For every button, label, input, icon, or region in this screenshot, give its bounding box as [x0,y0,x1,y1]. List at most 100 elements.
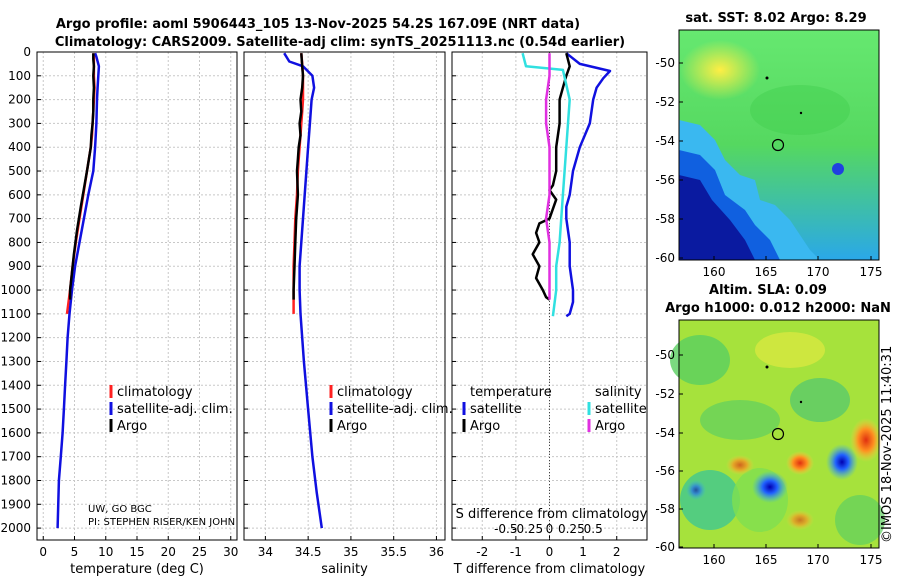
difference-panel: -2 -1 0 1 2 -0.5-0.25 0 0.250.5S difference fro… [451,51,648,577]
sla-patch [700,400,780,440]
y-tick-label: 200 [8,93,31,107]
salinity-legend: climatology satellite-adj. clim. Argo [329,385,453,434]
island-marker [799,111,803,115]
legend-satellite: satellite-adj. clim. [337,402,453,417]
series-t-argo [531,52,571,301]
x-axis-label: T difference from climatology [453,562,646,577]
s-tick-label: -0.25 [512,522,543,536]
legend-temperature-title: temperature [470,385,552,400]
sla-patch [790,378,850,422]
legend-satellite: satellite-adj. clim. [117,402,233,417]
map-y-tick-label: -60 [655,540,675,554]
map-y-tick-label: -56 [655,173,675,187]
sst-warm-patch [680,40,760,100]
sla-cold-eddy [686,480,706,500]
x-tick-label: 10 [98,545,113,559]
x-tick-label: 35 [343,545,358,559]
plot-frame [451,51,648,541]
s-tick-label: 0.25 [558,522,585,536]
legend-climatology: climatology [337,385,413,400]
map-x-tick-label: 175 [860,553,883,567]
sst-cold-spot [832,163,844,175]
map-y-tick-label: -52 [655,95,675,109]
temperature-panel: 0100200300400500600700800900100011001200… [0,45,238,577]
header-line2: Climatology: CARS2009. Satellite-adj cli… [55,35,625,50]
temperature-legend: climatology satellite-adj. clim. Argo [109,385,233,434]
legend-salinity-title: salinity [595,385,642,400]
y-tick-label: 2000 [0,521,31,535]
sla-frame [678,319,880,549]
series-s-argo [544,53,551,300]
plot-frame [36,51,238,541]
map-x-tick-label: 170 [807,553,830,567]
map-y-tick-label: -58 [655,502,675,516]
x-tick-label: -1 [510,545,522,559]
y-tick-label: 400 [8,140,31,154]
map-x-tick-label: 160 [703,265,726,279]
map-x-tick-label: 165 [755,553,778,567]
sla-map-title: Altim. SLA: 0.09 [709,283,827,298]
map-x-tick-label: 160 [703,553,726,567]
sla-map: Altim. SLA: 0.09 Argo h1000: 0.012 h2000… [655,283,890,567]
credit-line1: UW, GO BGC [88,504,152,515]
y-tick-label: 800 [8,235,31,249]
header-line1: Argo profile: aoml 5906443_105 13-Nov-20… [56,17,580,32]
series-t-satellite [565,52,612,318]
salinity-panel: 34 34.5 35 35.5 36 salinity [243,51,446,577]
map-y-tick-label: -58 [655,212,675,226]
sla-warm-eddy [786,510,814,530]
sla-patch [835,495,885,545]
map-x-tick-label: 175 [860,265,883,279]
y-tick-label: 1400 [0,378,31,392]
sla-patch [755,332,825,368]
x-tick-label: 20 [161,545,176,559]
x-tick-label: 34 [258,545,273,559]
y-tick-label: 1500 [0,402,31,416]
x-tick-label: 1 [579,545,587,559]
map-y-tick-label: -54 [655,426,675,440]
y-tick-label: 1700 [0,450,31,464]
s-axis-label: S difference from climatology [456,507,648,522]
island-marker [765,76,769,80]
plot-frame [243,51,446,541]
sla-warm-eddy [726,455,754,475]
x-tick-label: 35.5 [380,545,407,559]
legend-climatology: climatology [117,385,193,400]
sla-warm-eddy [786,451,814,475]
x-axis-label: temperature (deg C) [70,562,204,577]
x-tick-label: 36 [429,545,444,559]
series-satellite-adj-clim [56,52,101,529]
x-tick-label: 34.5 [295,545,322,559]
difference-legend: temperature salinity satellite Argo sate… [462,385,647,434]
x-tick-label: 30 [223,545,238,559]
y-tick-label: 500 [8,164,31,178]
y-tick-label: 0 [23,45,31,59]
imos-watermark: ©IMOS 18-Nov-2025 11:40:31 [880,346,895,543]
sla-y-axis: -50 -52 -54 -56 -58 -60 [655,348,683,554]
sla-x-axis: 160 165 170 175 [703,544,883,567]
sst-mid-patch [750,85,850,135]
legend-s-argo: Argo [595,419,625,434]
y-tick-label: 1100 [0,307,31,321]
map-y-tick-label: -52 [655,387,675,401]
island-marker [799,400,803,404]
s-tick-label: 0.5 [584,522,603,536]
sla-warm-eddy [850,418,882,462]
y-tick-label: 900 [8,259,31,273]
sst-coldest-water [679,175,755,260]
legend-argo: Argo [117,419,147,434]
sla-patch [680,470,740,530]
sst-map: sat. SST: 8.02 Argo: 8.29 -50-52-54-56-5… [655,11,882,279]
y-tick-label: 1600 [0,426,31,440]
y-tick-label: 1200 [0,331,31,345]
x-tick-label: 5 [71,545,79,559]
x-tick-label: 0 [39,545,47,559]
map-x-tick-label: 165 [755,265,778,279]
sst-frame [678,29,880,261]
sst-map-title: sat. SST: 8.02 Argo: 8.29 [685,11,866,26]
y-tick-label: 1300 [0,354,31,368]
y-tick-label: 700 [8,212,31,226]
sla-cold-eddy [752,471,788,503]
map-y-tick-label: -54 [655,134,675,148]
